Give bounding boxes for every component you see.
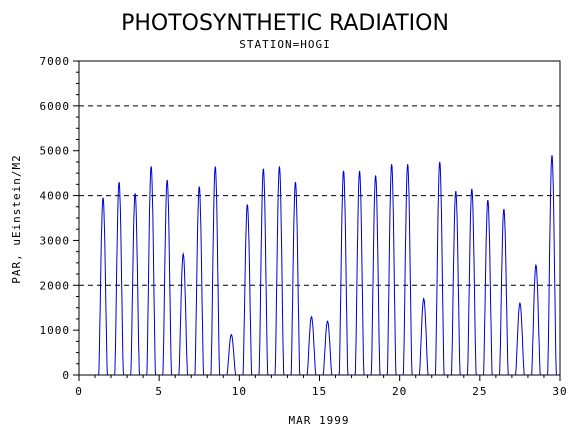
plot-frame (78, 60, 561, 376)
chart-title: PHOTOSYNTHETIC RADIATION (121, 11, 449, 36)
y-tick-label: 3000 (40, 234, 71, 247)
x-tick-label: 5 (155, 385, 163, 398)
y-tick-label: 7000 (40, 55, 71, 68)
x-tick-label: 25 (472, 385, 487, 398)
y-tick-label: 4000 (40, 190, 71, 203)
x-tick-label: 10 (232, 385, 247, 398)
x-tick-label: 20 (392, 385, 407, 398)
y-tick-label: 1000 (40, 324, 71, 337)
y-tick-label: 5000 (40, 145, 71, 158)
x-tick-label: 0 (75, 385, 83, 398)
y-tick-label: 0 (62, 369, 70, 382)
reference-lines (79, 105, 560, 286)
y-tick-label: 6000 (40, 100, 71, 113)
x-axis: 0 5 10 15 20 25 30 (75, 375, 567, 398)
chart-subtitle: STATION=HOGI (239, 38, 330, 51)
par-series-line (95, 155, 560, 376)
x-tick-label: 30 (552, 385, 567, 398)
y-tick-label: 2000 (40, 279, 71, 292)
x-axis-label: MAR 1999 (289, 414, 350, 427)
y-axis: 0 1000 2000 3000 4000 5000 6000 7000 (40, 55, 79, 382)
y-axis-label: PAR, uEinstein/M2 (10, 154, 23, 284)
x-tick-label: 15 (312, 385, 327, 398)
